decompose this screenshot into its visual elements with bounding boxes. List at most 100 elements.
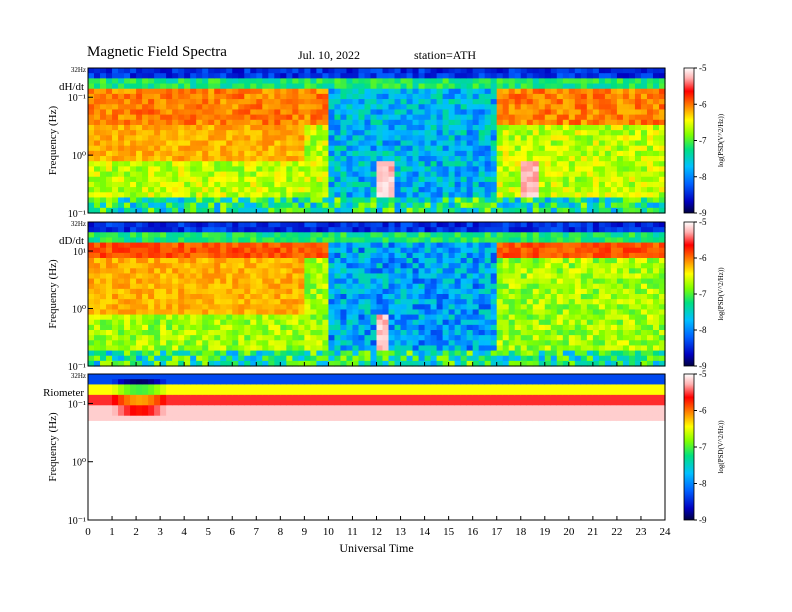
heatmap-cell [424, 288, 432, 295]
heatmap-cell [130, 93, 137, 100]
heatmap-cell [352, 93, 360, 100]
heatmap-cell [544, 68, 552, 74]
heatmap-cell [514, 130, 522, 136]
heatmap-cell [430, 350, 438, 357]
heatmap-cell [154, 156, 161, 162]
heatmap-cell [352, 242, 360, 249]
heatmap-cell [316, 124, 324, 131]
heatmap-cell [430, 263, 438, 269]
heatmap-cell [358, 314, 366, 321]
heatmap-cell [478, 335, 486, 341]
heatmap-cell [478, 304, 486, 311]
heatmap-cell [124, 263, 131, 269]
heatmap-cell [304, 304, 311, 311]
heatmap-cell [322, 247, 330, 254]
heatmap-cell [544, 192, 552, 199]
heatmap-cell [346, 340, 354, 347]
heatmap-cell [364, 119, 372, 126]
heatmap-cell [250, 222, 257, 228]
heatmap-cell [172, 330, 179, 336]
heatmap-cell [538, 161, 546, 167]
heatmap-cell [178, 340, 185, 347]
heatmap-cell [118, 273, 125, 280]
heatmap-cell [292, 88, 299, 95]
heatmap-cell [472, 176, 480, 183]
heatmap-cell [148, 197, 155, 204]
heatmap-cell [454, 161, 462, 167]
heatmap-cell [574, 207, 582, 214]
heatmap-cell [244, 360, 251, 367]
heatmap-cell [466, 187, 474, 193]
heatmap-cell [316, 104, 324, 111]
heatmap-cell [634, 88, 642, 95]
heatmap-cell [304, 181, 311, 188]
heatmap-cell [490, 135, 498, 142]
heatmap-cell [622, 68, 630, 74]
heatmap-cell [448, 273, 456, 280]
heatmap-cell [496, 350, 504, 357]
heatmap-cell [220, 314, 227, 321]
heatmap-cell [460, 73, 468, 79]
heatmap-cell [610, 119, 618, 126]
heatmap-cell [448, 258, 456, 264]
heatmap-cell [652, 150, 660, 157]
heatmap-cell [502, 99, 510, 105]
heatmap-cell [532, 350, 540, 357]
heatmap-cell [214, 78, 221, 85]
heatmap-cell [220, 247, 227, 254]
heatmap-cell [214, 330, 221, 336]
heatmap-cell [358, 187, 366, 193]
heatmap-cell [136, 288, 143, 295]
heatmap-cell [274, 222, 281, 228]
heatmap-cell [244, 335, 251, 341]
heatmap-cell [256, 345, 263, 352]
heatmap-cell [406, 360, 414, 367]
heatmap-cell [310, 355, 317, 362]
heatmap-cell [520, 73, 528, 79]
heatmap-cell [328, 93, 336, 100]
heatmap-cell [328, 258, 336, 264]
heatmap-cell [592, 192, 600, 199]
heatmap-cell [118, 73, 125, 79]
heatmap-cell [376, 273, 384, 280]
heatmap-cell [136, 114, 143, 121]
heatmap-cell [532, 319, 540, 326]
heatmap-cell [226, 309, 233, 316]
heatmap-cell [370, 99, 378, 105]
heatmap-cell [640, 171, 648, 178]
heatmap-cell [208, 181, 215, 188]
heatmap-cell [178, 68, 185, 74]
heatmap-cell [232, 187, 239, 193]
heatmap-cell [442, 166, 450, 173]
heatmap-cell [256, 140, 263, 147]
heatmap-cell [334, 166, 342, 173]
heatmap-cell [484, 273, 492, 280]
heatmap-cell [316, 273, 324, 280]
heatmap-cell [376, 78, 384, 85]
heatmap-cell [364, 309, 372, 316]
heatmap-cell [478, 207, 486, 214]
panel-label: dH/dt [59, 81, 84, 93]
heatmap-cell [346, 150, 354, 157]
heatmap-cell [472, 202, 480, 209]
heatmap-cell [196, 258, 203, 264]
heatmap-cell [640, 181, 648, 188]
heatmap-cell [208, 319, 215, 326]
heatmap-cell [340, 166, 348, 173]
heatmap-cell [478, 202, 486, 209]
heatmap-cell [250, 119, 257, 126]
heatmap-cell [322, 166, 330, 173]
heatmap-cell [286, 176, 293, 183]
heatmap-cell [244, 330, 251, 336]
heatmap-cell [340, 130, 348, 136]
heatmap-cell [466, 227, 474, 233]
heatmap-cell [532, 237, 540, 244]
heatmap-cell [370, 340, 378, 347]
heatmap-cell [400, 294, 408, 300]
heatmap-cell [178, 78, 185, 85]
heatmap-cell [292, 161, 299, 167]
heatmap-cell [232, 242, 239, 249]
heatmap-cell [628, 119, 636, 126]
heatmap-cell [544, 135, 552, 142]
heatmap-cell [118, 360, 125, 367]
